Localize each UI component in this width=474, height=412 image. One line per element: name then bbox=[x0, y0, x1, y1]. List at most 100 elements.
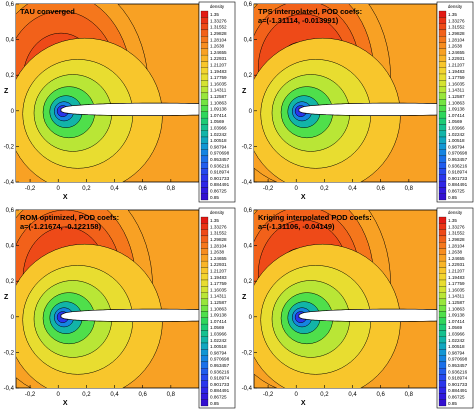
x-axis-label: X bbox=[63, 194, 68, 201]
legend-title: density bbox=[448, 210, 463, 215]
x-tick-label: 0,8 bbox=[405, 186, 414, 192]
legend-label: 1.17759 bbox=[448, 281, 465, 286]
legend-swatch bbox=[438, 174, 447, 182]
legend-swatch bbox=[200, 180, 209, 188]
legend-swatch bbox=[438, 235, 447, 243]
x-tick-label: 0,8 bbox=[405, 392, 414, 398]
x-tick-label: 0,6 bbox=[139, 186, 148, 192]
panel-tps-interpolated: -0,2 0 0,2 0,4 0,6 0,8 0,6 0,4 0,2 0 -0,2 -0,4 TPS … bbox=[242, 1, 474, 203]
legend-swatch bbox=[438, 111, 447, 119]
x-tick-label: 0,4 bbox=[110, 186, 119, 192]
legend-label: 1.12587 bbox=[210, 94, 227, 99]
legend-swatch bbox=[438, 393, 447, 400]
x-tick-label: 0,6 bbox=[377, 186, 386, 192]
legend-label: 1.02242 bbox=[448, 132, 465, 137]
z-tick-label: 0,6 bbox=[244, 208, 253, 214]
legend-swatch bbox=[438, 355, 447, 363]
legend-swatch bbox=[438, 216, 447, 224]
panel-title: ROM optimized, POD coefs: bbox=[20, 213, 119, 222]
x-tick-label: 0,8 bbox=[167, 186, 176, 192]
legend-label: 1.24655 bbox=[210, 256, 227, 261]
z-tick-label: 0,6 bbox=[6, 2, 15, 8]
legend-swatch bbox=[200, 216, 209, 224]
x-tick-label: 0,2 bbox=[82, 186, 91, 192]
legend-swatch bbox=[200, 130, 209, 138]
legend-label: 1.12587 bbox=[210, 300, 227, 305]
legend-swatch bbox=[438, 323, 447, 331]
legend-label: 1.35 bbox=[210, 218, 219, 223]
z-tick-label: -0,2 bbox=[242, 144, 253, 150]
legend-label: 1.35 bbox=[448, 12, 457, 17]
z-axis-label: Z bbox=[242, 88, 247, 95]
z-tick-label: -0,2 bbox=[242, 350, 253, 356]
legend-title: density bbox=[448, 4, 463, 9]
x-tick-label: 0 bbox=[295, 186, 299, 192]
legend-label: 0.85 bbox=[448, 195, 457, 200]
axis-ticks: -0,2 0 0,2 0,4 0,6 0,8 0,6 0,4 0,2 0 -0,2 -0,4 bbox=[242, 208, 414, 398]
legend-swatch bbox=[200, 229, 209, 237]
legend-label: 1.33276 bbox=[448, 224, 465, 229]
legend-swatch bbox=[438, 61, 447, 68]
x-tick-label: 0,2 bbox=[82, 392, 91, 398]
legend-label: 0.901733 bbox=[448, 382, 468, 387]
legend-swatch bbox=[200, 92, 209, 100]
panel-subtitle: a=(-1.31106, -0.04149) bbox=[258, 222, 335, 231]
legend-label: 1.19483 bbox=[210, 69, 227, 74]
legend-swatch bbox=[438, 42, 447, 49]
legend-swatch bbox=[438, 292, 447, 300]
legend-swatch bbox=[438, 317, 447, 325]
legend-label: 1.31552 bbox=[448, 231, 465, 236]
legend-label: 1.0569 bbox=[448, 119, 462, 124]
axis-ticks: -0,2 0 0,2 0,4 0,6 0,8 0,6 0,4 0,2 0 -0,2 -0,4 bbox=[4, 2, 176, 192]
legend-swatch bbox=[438, 105, 447, 112]
legend-swatch bbox=[200, 105, 209, 112]
legend-swatch bbox=[200, 143, 209, 150]
legend-swatch bbox=[438, 54, 447, 62]
z-tick-label: 0,2 bbox=[6, 279, 15, 285]
legend-label: 1.17759 bbox=[210, 281, 227, 286]
legend-swatch bbox=[200, 317, 209, 325]
density-contours bbox=[254, 4, 437, 182]
legend-swatch bbox=[200, 117, 209, 125]
legend-label: 1.22931 bbox=[210, 56, 227, 61]
legend-label: 1.07414 bbox=[210, 319, 227, 324]
x-tick-label: -0,2 bbox=[25, 186, 36, 192]
z-tick-label: -0,4 bbox=[242, 180, 253, 186]
legend-swatch bbox=[200, 162, 209, 169]
legend-swatch bbox=[200, 386, 209, 394]
x-tick-label: 0,4 bbox=[110, 392, 119, 398]
legend-swatch bbox=[200, 248, 209, 255]
x-tick-label: 0,6 bbox=[377, 392, 386, 398]
legend-swatch bbox=[438, 380, 447, 388]
legend-label: 0.970698 bbox=[210, 151, 230, 156]
legend-label: 1.09138 bbox=[210, 107, 227, 112]
legend-swatch bbox=[438, 80, 447, 87]
legend-swatch bbox=[200, 254, 209, 262]
legend-label: 0.86725 bbox=[210, 395, 227, 400]
z-tick-label: 0 bbox=[249, 315, 253, 321]
legend-swatch bbox=[438, 273, 447, 281]
x-axis-label: X bbox=[301, 400, 306, 407]
legend-swatch bbox=[438, 143, 447, 150]
legend-label: 0.98794 bbox=[448, 144, 465, 149]
z-axis-label: Z bbox=[242, 294, 247, 301]
legend-label: 0.85 bbox=[448, 401, 457, 406]
legend-swatch bbox=[200, 23, 209, 31]
legend-label: 1.21207 bbox=[448, 63, 465, 68]
legend-swatch bbox=[438, 180, 447, 188]
legend-label: 1.16035 bbox=[448, 287, 465, 292]
z-tick-label: 0 bbox=[11, 109, 15, 115]
legend-swatch bbox=[438, 117, 447, 125]
legend-label: 0.918974 bbox=[448, 170, 468, 175]
z-tick-label: 0,2 bbox=[244, 279, 253, 285]
legend-swatch bbox=[200, 99, 209, 106]
legend-label: 1.07414 bbox=[448, 319, 465, 324]
legend-swatch bbox=[200, 305, 209, 312]
z-tick-label: -0,4 bbox=[4, 386, 15, 392]
z-tick-label: 0 bbox=[249, 109, 253, 115]
legend-swatch bbox=[438, 99, 447, 106]
x-axis-label: X bbox=[301, 194, 306, 201]
